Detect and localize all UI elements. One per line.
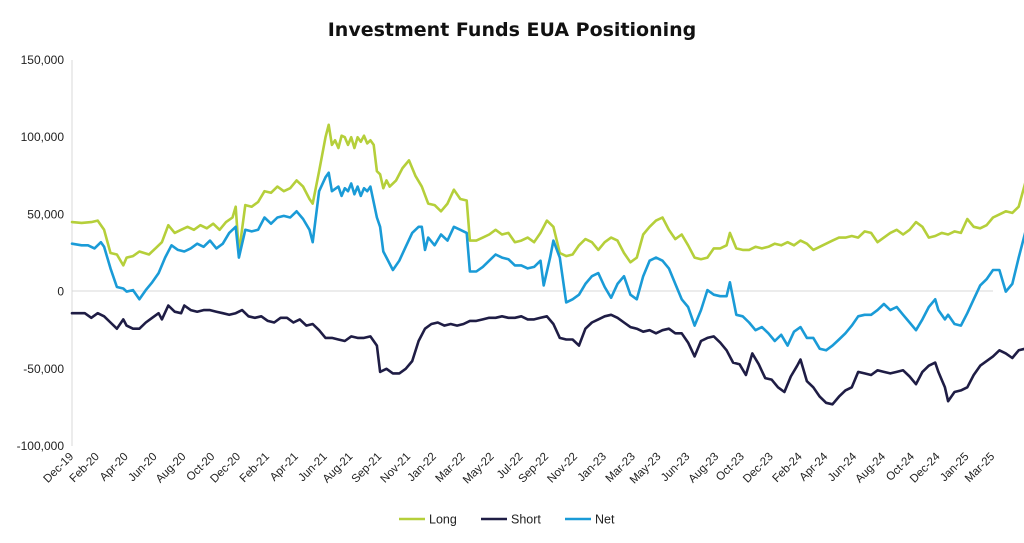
- x-tick-label: Apr-20: [98, 451, 131, 484]
- x-tick-label: Sep-21: [350, 451, 385, 486]
- series-line-long: [70, 123, 1024, 267]
- y-tick-label: 100,000: [21, 130, 65, 144]
- x-tick-label: Jan-22: [406, 451, 439, 484]
- x-tick-label: Feb-21: [238, 451, 272, 485]
- x-axis-ticks: Dec-19Feb-20Apr-20Jun-20Aug-20Oct-20Dec-…: [42, 450, 998, 486]
- y-tick-label: -100,000: [17, 439, 65, 453]
- x-tick-label: Nov-22: [545, 451, 580, 486]
- legend-label-net: Net: [595, 513, 615, 527]
- x-tick-label: May-22: [461, 451, 497, 487]
- x-tick-label: Aug-23: [687, 451, 722, 486]
- legend-label-long: Long: [429, 513, 457, 527]
- x-tick-label: Aug-20: [154, 451, 189, 486]
- legend: Long Short Net: [399, 513, 615, 527]
- y-tick-label: 0: [57, 285, 64, 299]
- series-line-net: [70, 171, 1024, 352]
- x-tick-label: Nov-21: [379, 451, 414, 486]
- x-tick-label: Apr-21: [268, 451, 301, 484]
- series-lines: [70, 123, 1024, 406]
- x-tick-label: Aug-24: [853, 450, 888, 485]
- y-axis-ticks: 150,000 100,000 50,000 0 -50,000 -100,000: [17, 53, 65, 453]
- y-tick-label: 50,000: [27, 207, 64, 221]
- chart-title: Investment Funds EUA Positioning: [328, 19, 697, 41]
- y-tick-label: -50,000: [23, 362, 64, 376]
- series-line-short: [70, 304, 1024, 406]
- x-tick-label: Dec-23: [741, 451, 776, 486]
- x-tick-label: Feb-24: [770, 450, 805, 485]
- legend-label-short: Short: [511, 513, 541, 527]
- x-tick-label: Jan-23: [576, 451, 609, 484]
- x-tick-label: Apr-24: [797, 450, 830, 483]
- y-tick-label: 150,000: [21, 53, 65, 67]
